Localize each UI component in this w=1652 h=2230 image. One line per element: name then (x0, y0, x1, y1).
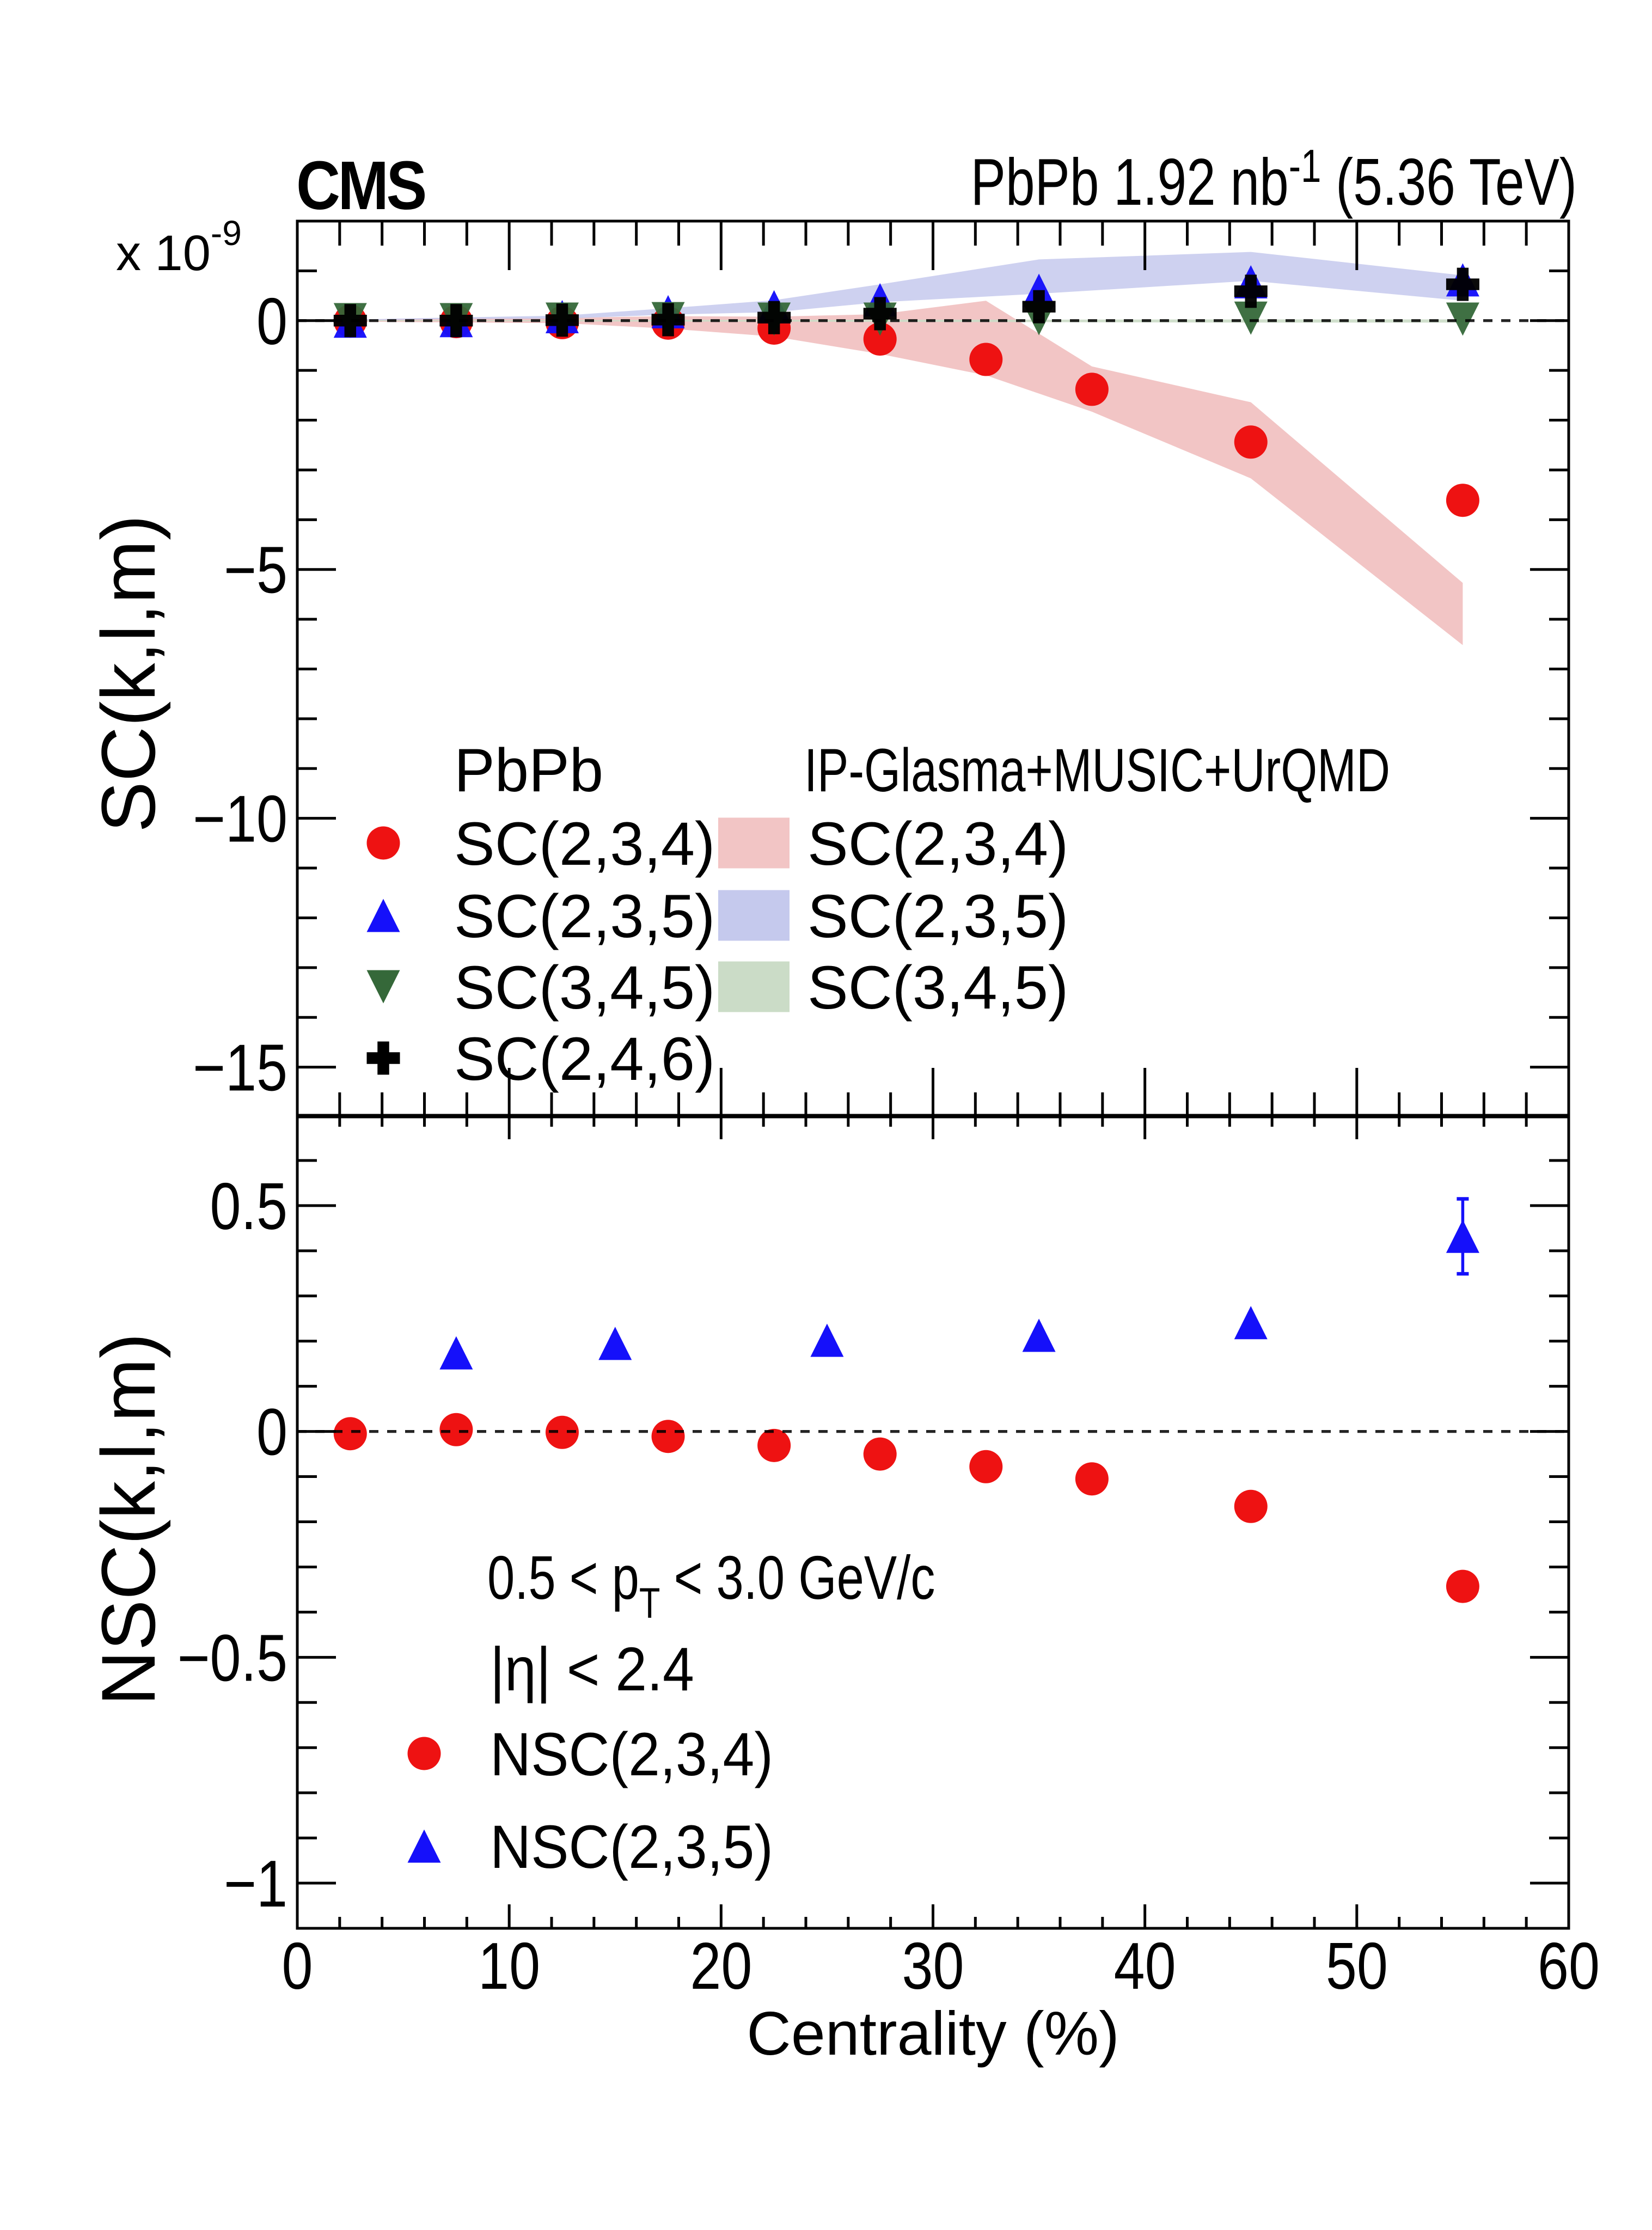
theory-band-sc234 (350, 301, 1463, 645)
legend-entry-label: SC(3,4,5) (807, 954, 1068, 1022)
experiment-label: CMS (296, 148, 425, 224)
axes-frame-layer (296, 219, 1570, 1930)
x-tick-label: 0 (282, 1929, 313, 2003)
legend-band-swatch (718, 961, 790, 1012)
legend-entry-label: SC(3,4,5) (454, 954, 715, 1022)
marker-point (651, 303, 685, 337)
marker-point (1234, 1306, 1268, 1340)
marker-point (1446, 1219, 1479, 1253)
legend-entry-label: SC(2,4,6) (454, 1025, 715, 1093)
marker-point (1075, 372, 1109, 406)
legend-entry-label: SC(2,3,5) (807, 882, 1068, 950)
x-axis-title: Centrality (%) (747, 1999, 1119, 2068)
legend-header-pbpb: PbPb (454, 736, 603, 804)
y-tick-label: −5 (224, 533, 287, 607)
legend-marker-triangle_up (366, 899, 400, 932)
marker-point (1446, 302, 1479, 336)
marker-point (1022, 290, 1056, 323)
legend-marker-cross (366, 1041, 400, 1075)
labels-layer: 0−5−10−150.50−0.5−10 10 20 30 40 50 60Centrali… (85, 141, 1600, 2068)
series-nsc235 (439, 1197, 1479, 1370)
marker-point (1234, 425, 1268, 459)
marker-point (863, 297, 897, 331)
legend-entry-label: NSC(2,3,5) (490, 1813, 773, 1881)
y-tick-label: 0 (256, 284, 287, 358)
legend-band-swatch (718, 817, 790, 869)
marker-point (863, 322, 897, 356)
kinematic-cut-pt: 0.5 < pT < 3.0 GeV/c (487, 1543, 935, 1627)
series-sc246 (333, 267, 1479, 338)
y-tick-label: 0 (256, 1395, 287, 1469)
x-tick-label: 30 (902, 1929, 964, 2003)
y-tick-label: −1 (224, 1847, 287, 1921)
theory-band-sc235 (350, 252, 1463, 321)
marker-point (1234, 274, 1268, 308)
legend-entry-label: NSC(2,3,4) (490, 1720, 773, 1788)
y-axis-title-bottom: NSC(k,l,m) (85, 1333, 171, 1706)
legend-band-swatch (718, 890, 790, 941)
series-nsc234 (333, 1413, 1479, 1603)
legends-layer: PbPb IP-Glasma+MUSIC+UrQMDSC(2,3,4)SC(2,3… (366, 736, 1390, 1881)
marker-point (1022, 1318, 1056, 1352)
legend-marker-circle (407, 1737, 441, 1770)
marker-point (333, 304, 367, 338)
marker-point (1234, 301, 1268, 335)
marker-point (757, 301, 791, 334)
marker-point (333, 1417, 367, 1451)
marker-point (1446, 1569, 1479, 1603)
marker-point (545, 303, 579, 337)
marker-point (1075, 1462, 1109, 1496)
legend-entry-label: SC(2,3,4) (807, 810, 1068, 878)
y-tick-label: 0.5 (210, 1169, 287, 1243)
legend-entry-label: SC(2,3,4) (454, 810, 715, 878)
legend-marker-triangle_down (366, 970, 400, 1004)
marker-point (598, 1327, 632, 1360)
marker-point (757, 1428, 791, 1462)
lumi-label: PbPb 1.92 nb-1 (5.36 TeV) (971, 141, 1577, 219)
theory-bands-layer (350, 252, 1463, 645)
marker-point (969, 343, 1003, 376)
y-tick-label: −10 (193, 781, 287, 856)
y-scale-exponent-label: x 10-9 (116, 213, 242, 281)
zero-lines-layer (297, 319, 1569, 1433)
marker-point (1446, 484, 1479, 517)
y-tick-label: −0.5 (178, 1621, 287, 1695)
marker-point (439, 1413, 473, 1446)
kinematic-cut-eta: |η| < 2.4 (490, 1635, 694, 1704)
marker-point (439, 304, 473, 338)
marker-point (1446, 267, 1479, 301)
x-tick-label: 40 (1114, 1929, 1176, 2003)
marker-point (1234, 1489, 1268, 1523)
marker-point (651, 1420, 685, 1453)
legend-marker-triangle_up (407, 1829, 441, 1863)
bottom-panel-frame (296, 1114, 1570, 1930)
marker-point (545, 1415, 579, 1449)
x-tick-label: 20 (690, 1929, 752, 2003)
data-markers-layer (333, 263, 1479, 1603)
marker-point (969, 1450, 1003, 1483)
legend-marker-circle (366, 826, 400, 860)
legend-header-model: IP-Glasma+MUSIC+UrQMD (804, 736, 1390, 804)
x-tick-label: 60 (1538, 1929, 1600, 2003)
legend-entry-label: SC(2,3,5) (454, 882, 715, 950)
marker-point (810, 1323, 844, 1357)
y-axis-title-top: SC(k,l,m) (85, 515, 171, 832)
marker-point (863, 1437, 897, 1471)
x-tick-label: 10 (478, 1929, 540, 2003)
marker-point (439, 1336, 473, 1370)
x-tick-label: 50 (1326, 1929, 1388, 2003)
y-tick-label: −15 (193, 1030, 287, 1104)
